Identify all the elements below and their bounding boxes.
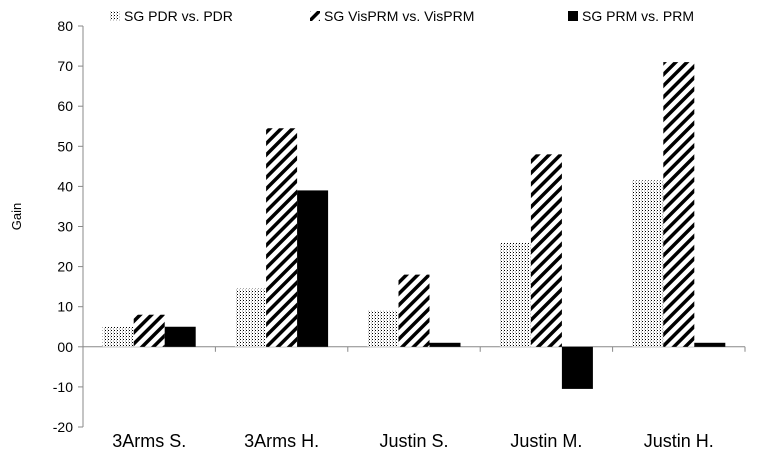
bar — [429, 342, 461, 347]
x-tick-label: Justin H. — [644, 431, 714, 451]
y-tick-label: 20 — [57, 259, 73, 275]
y-tick-label: 70 — [57, 58, 73, 74]
bar — [367, 310, 399, 347]
bar — [530, 154, 562, 347]
bar — [694, 342, 726, 347]
y-tick-label: 40 — [57, 178, 73, 194]
x-tick-label: Justin S. — [379, 431, 448, 451]
legend-label: SG PDR vs. PDR — [124, 8, 233, 24]
y-tick-label: 80 — [57, 18, 73, 34]
y-tick-label: -20 — [53, 419, 73, 435]
bars — [102, 62, 726, 389]
bar — [164, 326, 196, 347]
legend-swatch — [568, 11, 578, 21]
bar — [297, 190, 329, 347]
bar — [499, 242, 531, 347]
y-axis-label: Gain — [9, 203, 24, 230]
bar — [102, 326, 134, 347]
y-tick-label: 50 — [57, 138, 73, 154]
y-tick-label: 60 — [57, 98, 73, 114]
bar — [663, 62, 695, 347]
bar — [561, 346, 593, 389]
legend: SG PDR vs. PDR SG VisPRM vs. VisPRM SG PRM… — [110, 8, 694, 24]
bar — [133, 314, 165, 347]
bar — [266, 128, 298, 347]
legend-label: SG PRM vs. PRM — [582, 8, 694, 24]
bar — [632, 180, 664, 347]
x-tick-label: Justin M. — [510, 431, 582, 451]
legend-swatch — [310, 11, 320, 21]
legend-swatch — [110, 11, 120, 21]
bar — [398, 274, 430, 347]
legend-label: SG VisPRM vs. VisPRM — [324, 8, 474, 24]
y-tick-label: -10 — [53, 379, 73, 395]
bar — [235, 288, 267, 347]
x-tick-label: 3Arms S. — [112, 431, 186, 451]
y-tick-label: 00 — [57, 339, 73, 355]
x-tick-label: 3Arms H. — [244, 431, 319, 451]
y-tick-label: 10 — [57, 299, 73, 315]
y-tick-label: 30 — [57, 219, 73, 235]
